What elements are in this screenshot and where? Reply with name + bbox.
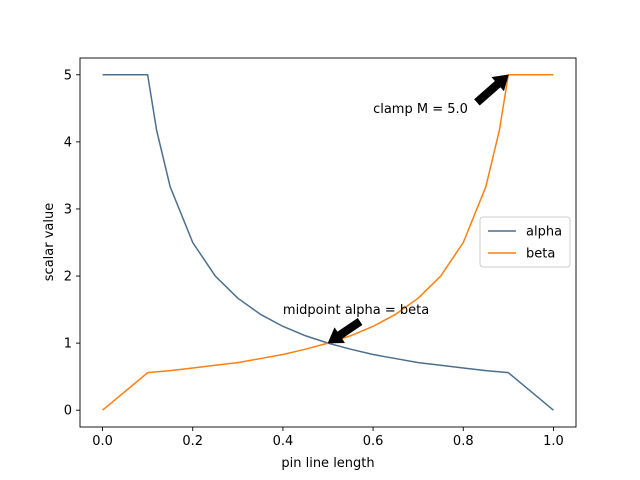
annotations: clamp M = 5.0 midpoint alpha = beta [283, 74, 509, 344]
x-tick-label: 0.4 [273, 434, 294, 449]
series-line-alpha [102, 74, 554, 411]
x-tick-label: 0.8 [453, 434, 474, 449]
y-tick-label: 3 [64, 202, 72, 217]
x-tick-label: 0.0 [92, 434, 113, 449]
legend-box [479, 216, 571, 268]
annotation-text: midpoint alpha = beta [283, 303, 429, 318]
plot-frame [79, 57, 577, 428]
axes: 0.0 0.2 0.4 0.6 0.8 1.0 0 1 2 3 4 5 [64, 57, 577, 449]
y-tick-label: 4 [64, 135, 72, 150]
y-tick-label: 5 [64, 68, 72, 83]
x-tick-label: 1.0 [543, 434, 564, 449]
legend: alpha beta [479, 216, 571, 268]
y-tick-label: 2 [64, 270, 72, 285]
annotation-arrow [327, 317, 363, 344]
x-tick-label: 0.2 [182, 434, 203, 449]
y-axis-label: scalar value [42, 203, 57, 281]
y-tick-label: 0 [64, 404, 72, 419]
legend-label-beta: beta [526, 247, 555, 262]
x-axis-label: pin line length [281, 456, 374, 471]
legend-label-alpha: alpha [526, 225, 562, 240]
x-tick-label: 0.6 [363, 434, 384, 449]
annotation-text: clamp M = 5.0 [373, 102, 468, 117]
annotation-arrow [474, 74, 509, 106]
y-tick-label: 1 [64, 337, 72, 352]
